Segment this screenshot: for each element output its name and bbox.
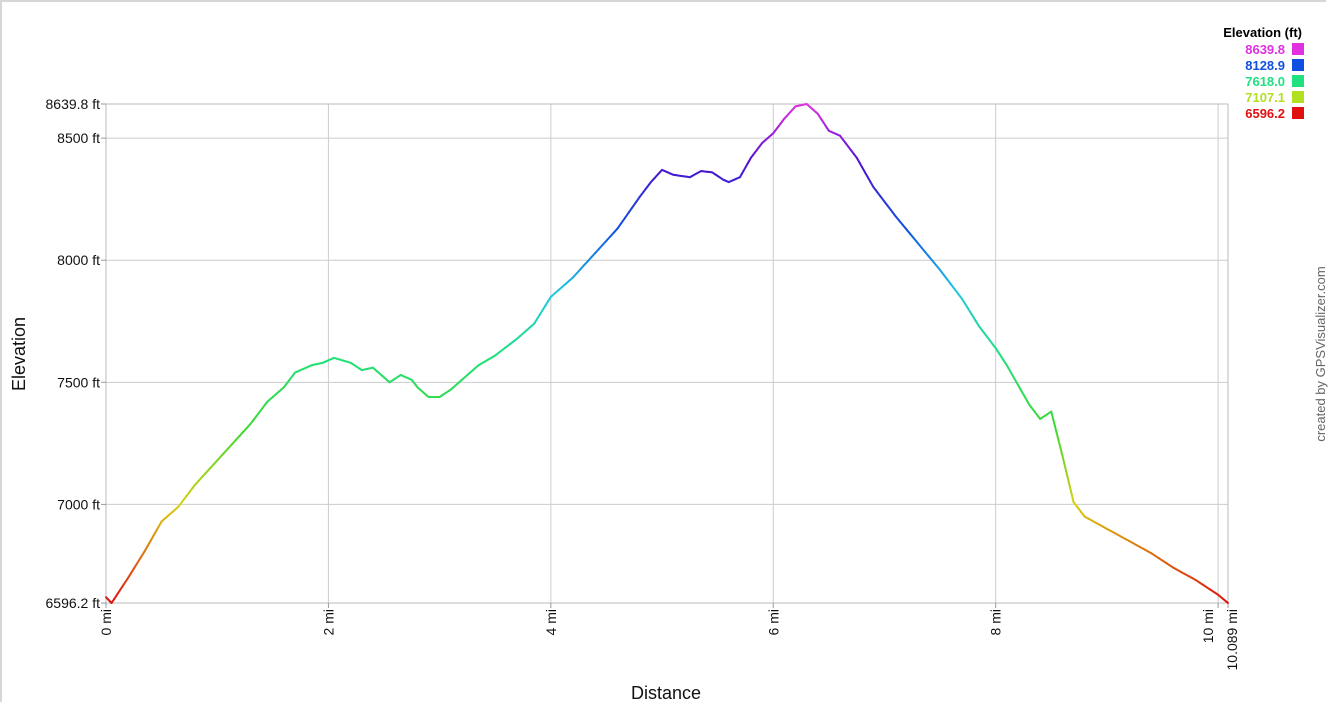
legend-color-swatch: [1292, 59, 1304, 71]
elevation-line-segment: [942, 273, 949, 281]
elevation-line-segment: [635, 195, 641, 204]
legend-color-swatch: [1292, 75, 1304, 87]
elevation-line-segment: [1059, 447, 1064, 457]
elevation-line-segment: [876, 190, 882, 198]
elevation-line-segment: [1070, 493, 1075, 503]
legend-entry-label: 7107.1: [1245, 90, 1285, 105]
elevation-line-segment: [1057, 439, 1062, 450]
x-tick-label: 8 mi: [988, 609, 1004, 635]
y-tick-label: 7500 ft: [57, 374, 100, 390]
elevation-line-segment: [1050, 410, 1055, 420]
y-tick-label: 8000 ft: [57, 252, 100, 268]
x-tick-label: 10.089 mi: [1224, 609, 1240, 670]
y-tick-label: 6596.2 ft: [46, 595, 101, 611]
elevation-line-segment: [1052, 417, 1056, 428]
elevation-line-segment: [1055, 432, 1060, 442]
elevation-line-segment: [883, 200, 890, 208]
plot-area-border: [105, 103, 1229, 604]
y-tick-label: 7000 ft: [57, 496, 100, 512]
elevation-line-segment: [957, 293, 964, 301]
elevation-line-segment: [946, 278, 953, 286]
elevation-line-segment: [939, 268, 945, 276]
legend-entry-label: 8128.9: [1245, 58, 1285, 73]
elevation-line-segment: [620, 216, 626, 225]
elevation-line-segment: [950, 283, 956, 291]
legend: Elevation (ft) 8639.88128.97618.07107.16…: [1223, 25, 1304, 121]
grid-lines: [105, 103, 1229, 604]
legend-title: Elevation (ft): [1223, 25, 1302, 40]
x-tick-label: 0 mi: [98, 609, 114, 635]
elevation-series-line: [105, 103, 1229, 604]
elevation-line-segment: [890, 210, 897, 218]
legend-entry-label: 7618.0: [1245, 74, 1285, 89]
x-axis-title: Distance: [631, 683, 701, 703]
x-axis-ticks: 0 mi 2 mi 4 mi 6 mi 8 mi 10 mi 10.089 mi: [98, 603, 1240, 670]
elevation-line-segment: [623, 211, 630, 219]
y-axis-ticks: 6596.2 ft 7000 ft 7500 ft 8000 ft 8500 ft 863…: [46, 96, 106, 611]
elevation-line-segment: [631, 201, 638, 209]
elevation-line-segment: [1053, 425, 1058, 435]
x-tick-label: 4 mi: [543, 609, 559, 635]
y-tick-label: 8500 ft: [57, 130, 100, 146]
elevation-line-segment: [887, 205, 893, 213]
elevation-line-segment: [627, 206, 634, 214]
elevation-line-segment: [616, 222, 623, 230]
elevation-line-segment: [872, 185, 879, 193]
x-tick-label: 10 mi: [1200, 609, 1216, 643]
elevation-line-segment: [1065, 470, 1069, 480]
legend-color-swatch: [1292, 91, 1304, 103]
credit-text[interactable]: created by GPSVisualizer.com: [1313, 266, 1328, 441]
elevation-line-segment: [1068, 485, 1073, 496]
y-tick-label: 8639.8 ft: [46, 96, 101, 112]
legend-color-swatch: [1292, 107, 1304, 119]
elevation-line-segment: [879, 195, 886, 203]
elevation-line-segment: [1225, 600, 1229, 604]
legend-entry-label: 8639.8: [1245, 42, 1285, 57]
elevation-line-segment: [1063, 462, 1068, 473]
elevation-line-segment: [1061, 454, 1066, 465]
y-axis-title: Elevation: [9, 317, 29, 391]
legend-entry-label: 6596.2: [1245, 106, 1285, 121]
x-tick-label: 2 mi: [320, 609, 336, 635]
elevation-line-segment: [953, 288, 960, 296]
elevation-line-segment: [1066, 477, 1071, 488]
x-tick-label: 6 mi: [765, 609, 781, 635]
legend-color-swatch: [1292, 43, 1304, 55]
